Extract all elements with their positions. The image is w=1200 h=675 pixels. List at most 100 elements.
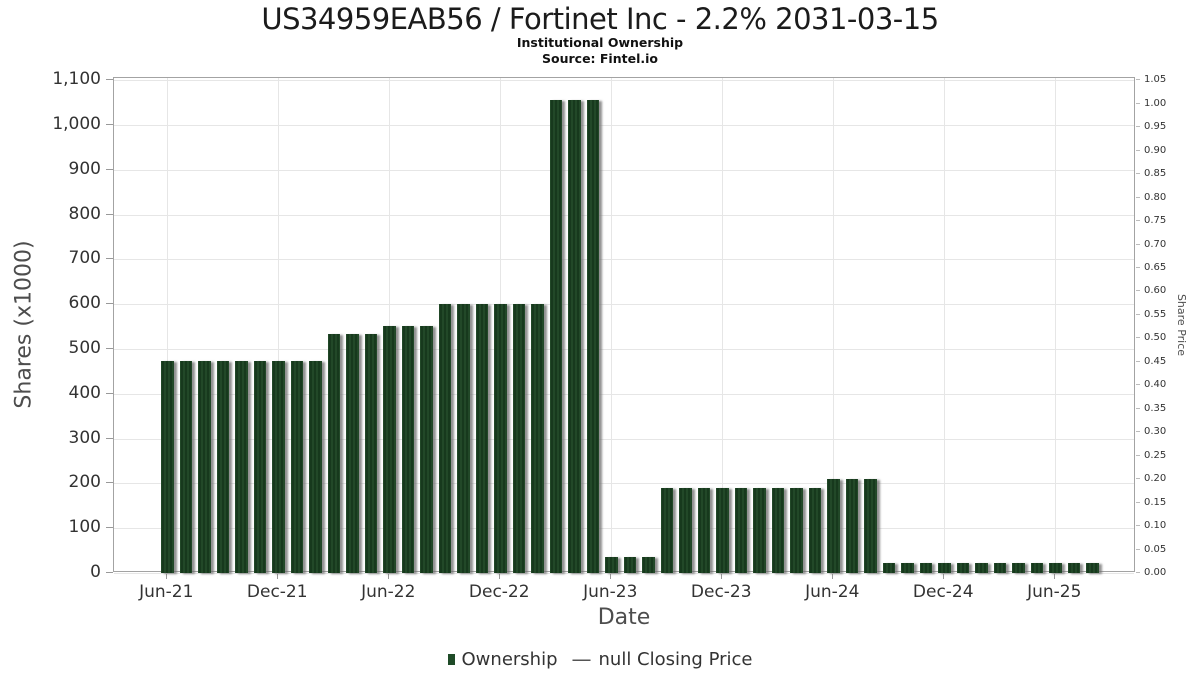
bar[interactable] <box>198 360 211 573</box>
bar[interactable] <box>161 360 174 573</box>
bar[interactable] <box>420 325 433 573</box>
x-axis-tick-label: Jun-24 <box>805 582 860 602</box>
y-axis-tick <box>106 79 113 81</box>
bar[interactable] <box>346 333 359 573</box>
bar[interactable] <box>753 487 766 573</box>
v-gridline <box>389 78 391 571</box>
x-axis-title: Date <box>597 605 651 630</box>
bar[interactable] <box>216 360 229 573</box>
bar[interactable] <box>660 487 673 573</box>
bar[interactable] <box>1086 563 1099 573</box>
v-gridline <box>167 78 169 571</box>
y2-axis-tick <box>1136 407 1140 409</box>
bar[interactable] <box>1049 563 1062 573</box>
y2-axis-tick-label: 0.90 <box>1144 144 1167 156</box>
bar[interactable] <box>253 360 266 573</box>
y2-axis-tick-label: 1.00 <box>1144 97 1167 109</box>
bar[interactable] <box>494 303 507 573</box>
y-axis-tick-label: 600 <box>68 293 101 314</box>
x-axis-tick <box>388 573 390 579</box>
bar[interactable] <box>309 360 322 573</box>
bar[interactable] <box>975 563 988 573</box>
y2-axis-tick-label: 0.35 <box>1144 402 1167 414</box>
y2-axis-tick-label: 0.10 <box>1144 520 1167 532</box>
x-axis-tick <box>943 573 945 579</box>
y2-axis-tick-label: 0.25 <box>1144 449 1167 461</box>
y-axis-tick-label: 900 <box>68 158 101 179</box>
y-axis-tick-label: 500 <box>68 338 101 359</box>
y-axis-tick <box>106 258 113 260</box>
bar[interactable] <box>901 563 914 573</box>
bar[interactable] <box>1067 563 1080 573</box>
bar[interactable] <box>993 563 1006 573</box>
y2-axis-tick <box>1136 478 1140 480</box>
y2-axis-tick <box>1136 548 1140 550</box>
y2-axis-tick <box>1136 337 1140 339</box>
bar[interactable] <box>790 487 803 573</box>
bar[interactable] <box>438 303 451 573</box>
chart-title: US34959EAB56 / Fortinet Inc - 2.2% 2031-… <box>261 2 939 36</box>
bar[interactable] <box>383 325 396 573</box>
x-axis-tick-label: Dec-23 <box>690 582 752 602</box>
y2-axis-tick-label: 0.70 <box>1144 238 1167 250</box>
legend-item-ownership[interactable]: Ownership <box>447 649 558 670</box>
bar[interactable] <box>1012 563 1025 573</box>
bar[interactable] <box>586 99 599 573</box>
bar[interactable] <box>235 360 248 573</box>
legend-item-closing-price[interactable]: — null Closing Price <box>572 649 753 670</box>
y-axis-tick <box>106 168 113 170</box>
bar[interactable] <box>864 478 877 573</box>
h-gridline <box>114 393 1134 395</box>
bar[interactable] <box>605 556 618 573</box>
bar[interactable] <box>623 556 636 573</box>
x-axis-tick <box>166 573 168 579</box>
bar[interactable] <box>512 303 525 573</box>
bar[interactable] <box>827 478 840 573</box>
legend: Ownership — null Closing Price <box>0 645 1200 673</box>
bar[interactable] <box>845 478 858 573</box>
bar[interactable] <box>531 303 544 573</box>
bar[interactable] <box>956 563 969 573</box>
y-axis-tick-label: 1,100 <box>52 69 101 90</box>
bar[interactable] <box>771 487 784 573</box>
bar[interactable] <box>882 563 895 573</box>
bar[interactable] <box>679 487 692 573</box>
bar[interactable] <box>697 487 710 573</box>
bar[interactable] <box>549 99 562 573</box>
bar[interactable] <box>919 563 932 573</box>
bar[interactable] <box>938 563 951 573</box>
x-axis-tick <box>499 573 501 579</box>
y-axis-tick-label: 300 <box>68 427 101 448</box>
bar[interactable] <box>327 333 340 573</box>
bar[interactable] <box>401 325 414 573</box>
bar[interactable] <box>642 556 655 573</box>
bar[interactable] <box>179 360 192 573</box>
y2-axis-tick-label: 0.15 <box>1144 496 1167 508</box>
bar[interactable] <box>290 360 303 573</box>
y-axis-title-right: Share Price <box>1175 293 1188 357</box>
bar[interactable] <box>808 487 821 573</box>
y2-axis-tick <box>1136 79 1140 81</box>
h-gridline <box>114 528 1134 530</box>
x-axis-tick-label: Jun-23 <box>583 582 638 602</box>
bar[interactable] <box>475 303 488 573</box>
chart-subtitle: Institutional Ownership <box>516 35 684 50</box>
h-gridline <box>114 573 1134 574</box>
legend-dash-swatch-icon: — <box>571 647 592 671</box>
y2-axis-tick-label: 0.05 <box>1144 543 1167 555</box>
v-gridline <box>833 78 835 571</box>
y-axis-tick <box>106 392 113 394</box>
y-axis-tick <box>106 213 113 215</box>
bar[interactable] <box>734 487 747 573</box>
h-gridline <box>114 80 1134 82</box>
y2-axis-tick <box>1136 384 1140 386</box>
bar[interactable] <box>272 360 285 573</box>
bar[interactable] <box>457 303 470 573</box>
y2-axis-tick-label: 0.40 <box>1144 379 1167 391</box>
y2-axis-tick-label: 0.65 <box>1144 262 1167 274</box>
bar[interactable] <box>716 487 729 573</box>
y2-axis-tick <box>1136 290 1140 292</box>
bar[interactable] <box>1030 563 1043 573</box>
bar[interactable] <box>364 333 377 573</box>
bar[interactable] <box>568 99 581 573</box>
